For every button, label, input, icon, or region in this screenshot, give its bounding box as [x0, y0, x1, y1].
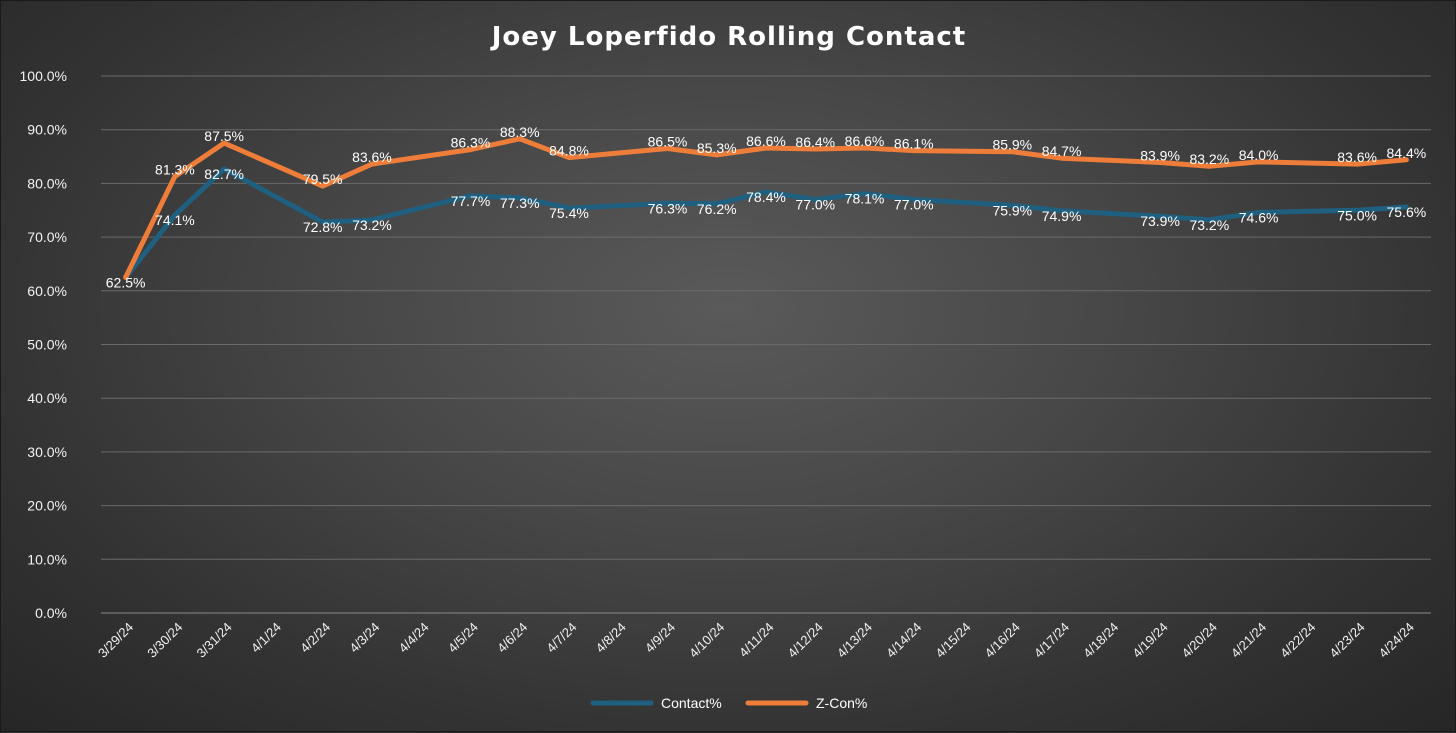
x-tick-label: 4/18/24 [1080, 619, 1121, 660]
x-axis-ticks: 3/29/24 3/30/24 3/31/24 4/1/24 4/2/24 4/3/24 4… [95, 619, 1417, 660]
data-label: 77.0% [795, 197, 835, 213]
y-tick-label: 60.0% [27, 283, 67, 299]
data-label: 87.5% [204, 128, 244, 144]
y-axis-ticks: 0.0% 10.0% 20.0% 30.0% 40.0% 50.0% 60.0% 70.0% 8… [20, 68, 67, 621]
x-tick-label: 4/7/24 [543, 619, 579, 655]
x-tick-label: 4/1/24 [248, 619, 284, 655]
x-tick-label: 3/30/24 [144, 619, 185, 660]
gridlines [101, 75, 1431, 614]
series-line-z-con [123, 136, 1409, 280]
data-label: 73.2% [1189, 217, 1229, 233]
series-line-contact [123, 166, 1409, 280]
x-tick-label: 4/3/24 [346, 619, 382, 655]
data-label: 83.9% [1140, 147, 1180, 163]
y-tick-label: 10.0% [27, 551, 67, 567]
data-label: 74.1% [155, 212, 195, 228]
data-label: 76.3% [648, 200, 688, 216]
data-label: 86.1% [894, 136, 934, 152]
x-tick-label: 4/11/24 [736, 619, 777, 660]
data-label: 77.3% [500, 195, 540, 211]
data-label: 78.1% [845, 191, 885, 207]
data-label: 86.6% [746, 133, 786, 149]
x-tick-label: 3/31/24 [193, 619, 234, 660]
x-tick-label: 4/17/24 [1031, 619, 1072, 660]
data-label: 82.7% [204, 166, 244, 182]
series-lines [123, 136, 1409, 280]
chart-title: Joey Loperfido Rolling Contact [490, 22, 966, 52]
legend-label: Contact% [661, 695, 722, 711]
data-label: 85.3% [697, 140, 737, 156]
data-label: 88.3% [500, 124, 540, 140]
data-label: 77.0% [894, 197, 934, 213]
x-tick-label: 4/15/24 [932, 619, 973, 660]
legend: Contact% Z-Con% [590, 695, 867, 711]
data-label: 84.7% [1042, 143, 1082, 159]
x-tick-label: 4/16/24 [982, 619, 1023, 660]
data-label: 72.8% [303, 219, 343, 235]
x-tick-label: 4/20/24 [1179, 619, 1220, 660]
x-tick-label: 4/21/24 [1228, 619, 1269, 660]
y-tick-label: 40.0% [27, 390, 67, 406]
data-label: 73.9% [1140, 213, 1180, 229]
data-label: 77.7% [451, 193, 491, 209]
data-label: 78.4% [746, 189, 786, 205]
y-tick-label: 20.0% [27, 498, 67, 514]
data-label: 74.6% [1239, 209, 1279, 225]
data-label: 83.6% [1337, 149, 1377, 165]
data-label: 84.4% [1387, 145, 1427, 161]
y-tick-label: 100.0% [20, 68, 67, 84]
y-tick-label: 90.0% [27, 122, 67, 138]
data-label: 83.2% [1189, 151, 1229, 167]
x-tick-label: 3/29/24 [95, 619, 136, 660]
data-label: 74.9% [1042, 208, 1082, 224]
y-tick-label: 80.0% [27, 175, 67, 191]
data-label: 81.3% [155, 161, 195, 177]
x-tick-label: 4/2/24 [297, 619, 333, 655]
y-tick-label: 0.0% [35, 605, 67, 621]
data-label: 79.5% [303, 171, 343, 187]
x-tick-label: 4/5/24 [445, 619, 481, 655]
data-label: 84.0% [1239, 147, 1279, 163]
data-labels: 62.5% 74.1% 82.7% 72.8% 73.2% 77.7% 77.3% 75.4%… [106, 124, 1426, 291]
x-tick-label: 4/4/24 [396, 619, 432, 655]
y-tick-label: 30.0% [27, 444, 67, 460]
data-label: 85.9% [992, 137, 1032, 153]
x-tick-label: 4/19/24 [1129, 619, 1170, 660]
legend-label: Z-Con% [816, 695, 867, 711]
data-label: 83.6% [352, 149, 392, 165]
x-tick-label: 4/6/24 [494, 619, 530, 655]
data-label: 86.4% [795, 134, 835, 150]
data-label: 86.3% [451, 135, 491, 151]
x-tick-label: 4/23/24 [1326, 619, 1367, 660]
data-label: 75.0% [1337, 207, 1377, 223]
data-label: 75.9% [992, 202, 1032, 218]
x-tick-label: 4/9/24 [642, 619, 678, 655]
data-label: 73.2% [352, 217, 392, 233]
y-tick-label: 70.0% [27, 229, 67, 245]
data-label: 76.2% [697, 201, 737, 217]
x-tick-label: 4/22/24 [1277, 619, 1318, 660]
x-tick-label: 4/8/24 [593, 619, 629, 655]
x-tick-label: 4/13/24 [834, 619, 875, 660]
x-tick-label: 4/14/24 [883, 619, 924, 660]
data-label: 75.4% [549, 205, 589, 221]
x-tick-label: 4/12/24 [785, 619, 826, 660]
data-label: 75.6% [1387, 204, 1427, 220]
data-label: 86.5% [648, 133, 688, 149]
data-label: 62.5% [106, 274, 146, 290]
x-tick-label: 4/24/24 [1376, 619, 1417, 660]
data-label: 86.6% [845, 133, 885, 149]
y-tick-label: 50.0% [27, 337, 67, 353]
x-tick-label: 4/10/24 [686, 619, 727, 660]
data-label: 84.8% [549, 143, 589, 159]
